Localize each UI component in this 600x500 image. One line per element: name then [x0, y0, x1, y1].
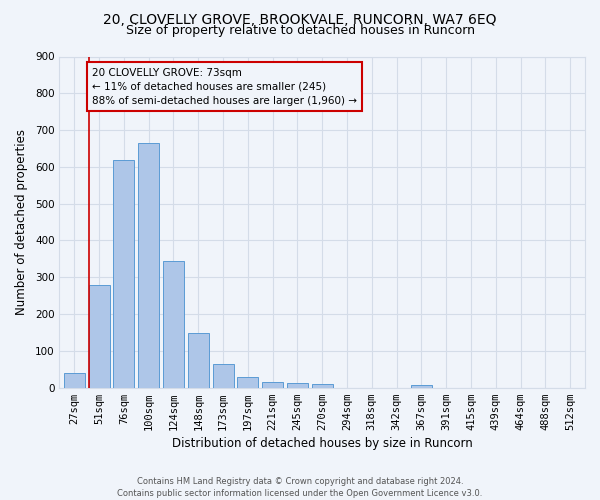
Bar — [163, 260, 184, 388]
Bar — [287, 384, 308, 388]
Bar — [64, 373, 85, 388]
Bar — [212, 364, 233, 388]
Bar — [188, 333, 209, 388]
Bar — [262, 382, 283, 388]
X-axis label: Distribution of detached houses by size in Runcorn: Distribution of detached houses by size … — [172, 437, 473, 450]
Bar — [311, 384, 333, 388]
Bar — [138, 143, 159, 388]
Text: 20, CLOVELLY GROVE, BROOKVALE, RUNCORN, WA7 6EQ: 20, CLOVELLY GROVE, BROOKVALE, RUNCORN, … — [103, 12, 497, 26]
Bar — [238, 378, 259, 388]
Text: Size of property relative to detached houses in Runcorn: Size of property relative to detached ho… — [125, 24, 475, 37]
Bar — [89, 284, 110, 388]
Y-axis label: Number of detached properties: Number of detached properties — [15, 129, 28, 315]
Text: 20 CLOVELLY GROVE: 73sqm
← 11% of detached houses are smaller (245)
88% of semi-: 20 CLOVELLY GROVE: 73sqm ← 11% of detach… — [92, 68, 357, 106]
Bar — [113, 160, 134, 388]
Text: Contains HM Land Registry data © Crown copyright and database right 2024.
Contai: Contains HM Land Registry data © Crown c… — [118, 476, 482, 498]
Bar — [411, 385, 432, 388]
